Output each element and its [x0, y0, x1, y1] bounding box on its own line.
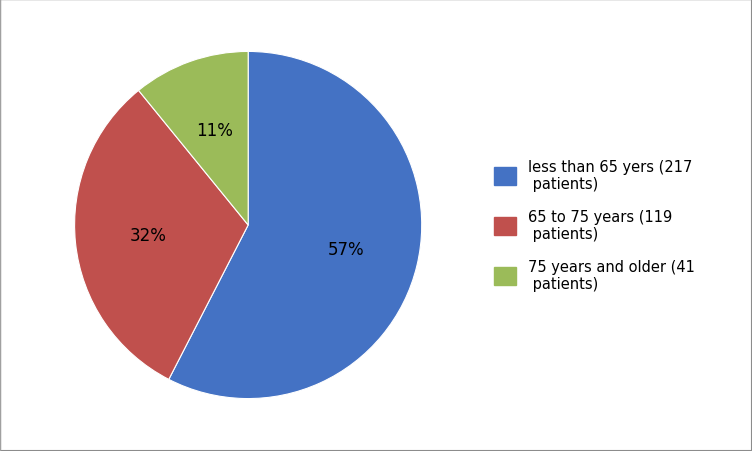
Wedge shape [138, 52, 248, 226]
Wedge shape [168, 52, 422, 399]
Wedge shape [74, 91, 248, 379]
Text: 11%: 11% [196, 122, 233, 140]
Text: 57%: 57% [328, 240, 364, 258]
Text: 32%: 32% [129, 227, 166, 245]
Legend: less than 65 yers (217
 patients), 65 to 75 years (119
 patients), 75 years and : less than 65 yers (217 patients), 65 to … [494, 160, 695, 291]
